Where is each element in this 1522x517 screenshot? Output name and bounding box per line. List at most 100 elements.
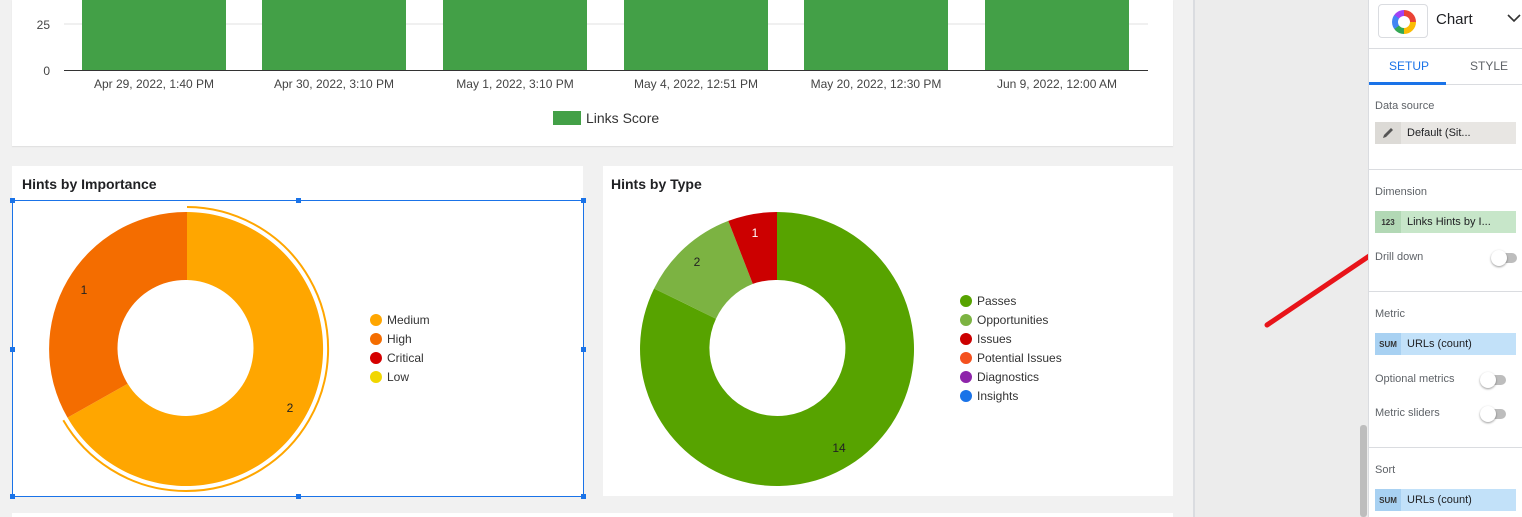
bar-apr30 — [262, 0, 406, 70]
panel-header: Chart — [1369, 0, 1522, 48]
type-legend: Passes Opportunities Issues Potential Is… — [960, 291, 1062, 405]
bar-may20 — [804, 0, 948, 70]
metric-name: URLs (count) — [1407, 338, 1472, 350]
chart-type-label: Chart — [1436, 11, 1473, 28]
optional-metrics-toggle[interactable] — [1480, 372, 1506, 388]
sort-aggregation-badge: SUM — [1375, 489, 1401, 511]
slice-highlight-ring — [62, 206, 330, 492]
dimension-name: Links Hints by I... — [1407, 216, 1491, 228]
x-tick-label: Jun 9, 2022, 12:00 AM — [997, 77, 1117, 91]
metric-aggregation-badge: SUM — [1375, 333, 1401, 355]
pencil-icon[interactable] — [1375, 122, 1401, 144]
divider — [1369, 169, 1522, 170]
active-tab-indicator — [1369, 82, 1446, 85]
metric-sliders-toggle[interactable] — [1480, 406, 1506, 422]
data-label-high: 1 — [81, 283, 88, 297]
legend-label: Low — [387, 369, 410, 384]
slice-passes[interactable] — [640, 212, 915, 486]
next-card-edge — [12, 513, 1173, 517]
data-source-chip[interactable]: Default (Sit... — [1375, 122, 1516, 144]
report-canvas: 25 0 Apr 29, 2022, 1:40 PM Apr 30, 2022,… — [0, 0, 1193, 517]
slice-high[interactable] — [49, 211, 187, 418]
legend-item-passes[interactable]: Passes — [960, 291, 1062, 310]
legend-dot — [960, 351, 972, 364]
legend-dot — [960, 370, 972, 383]
divider — [1369, 291, 1522, 292]
legend-dot — [370, 313, 382, 326]
legend-item-medium[interactable]: Medium — [370, 310, 430, 329]
legend-label: Insights — [977, 388, 1019, 403]
sort-field-name: URLs (count) — [1407, 494, 1472, 506]
legend-dot — [370, 351, 382, 364]
drill-down-toggle[interactable] — [1491, 250, 1517, 266]
slice-opportunities[interactable] — [654, 220, 753, 319]
slice-issues[interactable] — [728, 211, 777, 284]
card-title: Hints by Importance — [22, 176, 157, 192]
metric-sliders-label: Metric sliders — [1375, 407, 1440, 419]
data-source-label: Data source — [1375, 100, 1435, 112]
legend-swatch-links-score — [553, 111, 581, 125]
legend-label: Critical — [387, 350, 424, 365]
workspace-gutter — [1195, 0, 1368, 517]
slice-medium[interactable] — [67, 212, 324, 486]
divider — [1369, 447, 1522, 448]
x-tick-label: Apr 30, 2022, 3:10 PM — [274, 77, 394, 91]
vertical-scrollbar[interactable] — [1360, 425, 1367, 517]
legend-dot — [960, 294, 972, 307]
legend-item-issues[interactable]: Issues — [960, 329, 1062, 348]
data-label-opportunities: 2 — [694, 255, 701, 269]
chevron-down-icon[interactable] — [1507, 13, 1521, 23]
metric-label: Metric — [1375, 308, 1405, 320]
legend-dot — [960, 332, 972, 345]
x-tick-label: May 4, 2022, 12:51 PM — [634, 77, 758, 91]
legend-item-insights[interactable]: Insights — [960, 386, 1062, 405]
sort-chip[interactable]: SUM URLs (count) — [1375, 489, 1516, 511]
data-label-medium: 2 — [287, 401, 294, 415]
legend-item-high[interactable]: High — [370, 329, 430, 348]
bar-chart-svg: 25 0 Apr 29, 2022, 1:40 PM Apr 30, 2022,… — [37, 0, 1148, 126]
metric-chip[interactable]: SUM URLs (count) — [1375, 333, 1516, 355]
legend-dot — [370, 332, 382, 345]
legend-label: Opportunities — [977, 312, 1049, 327]
legend-item-potential-issues[interactable]: Potential Issues — [960, 348, 1062, 367]
y-tick-25: 25 — [37, 18, 51, 32]
legend-dot — [370, 370, 382, 383]
legend-label: Passes — [977, 293, 1017, 308]
legend-label: Issues — [977, 331, 1012, 346]
x-tick-label: May 1, 2022, 3:10 PM — [456, 77, 573, 91]
optional-metrics-label: Optional metrics — [1375, 373, 1455, 385]
type-donut[interactable]: 1 2 14 — [0, 0, 1193, 517]
legend-label: High — [387, 331, 412, 346]
y-tick-0: 0 — [43, 64, 50, 78]
panel-tabs: SETUP STYLE — [1369, 48, 1522, 85]
legend-item-opportunities[interactable]: Opportunities — [960, 310, 1062, 329]
links-score-chart[interactable]: 25 0 Apr 29, 2022, 1:40 PM Apr 30, 2022,… — [12, 0, 1173, 146]
legend-dot — [960, 313, 972, 326]
legend-label-links-score: Links Score — [586, 110, 659, 126]
sort-label: Sort — [1375, 464, 1396, 476]
legend-item-low[interactable]: Low — [370, 367, 430, 386]
data-source-name: Default (Sit... — [1407, 127, 1471, 139]
properties-panel: Chart SETUP STYLE Data source Default (S… — [1368, 0, 1522, 517]
legend-label: Potential Issues — [977, 350, 1062, 365]
legend-label: Medium — [387, 312, 430, 327]
bar-may1 — [443, 0, 587, 70]
bar-apr29 — [82, 0, 226, 70]
x-tick-label: Apr 29, 2022, 1:40 PM — [94, 77, 214, 91]
importance-legend: Medium High Critical Low — [370, 310, 430, 386]
card-title: Hints by Type — [611, 176, 702, 192]
donut-chart-icon — [1392, 10, 1416, 34]
canvas-border — [1193, 0, 1195, 517]
bar-jun9 — [985, 0, 1129, 70]
legend-item-diagnostics[interactable]: Diagnostics — [960, 367, 1062, 386]
dimension-chip[interactable]: 123 Links Hints by I... — [1375, 211, 1516, 233]
tab-setup[interactable]: SETUP — [1389, 59, 1430, 73]
legend-item-critical[interactable]: Critical — [370, 348, 430, 367]
bar-may4 — [624, 0, 768, 70]
x-tick-label: May 20, 2022, 12:30 PM — [811, 77, 942, 91]
tab-style[interactable]: STYLE — [1470, 59, 1509, 73]
chart-type-button[interactable] — [1378, 4, 1428, 38]
legend-dot — [960, 389, 972, 402]
importance-donut[interactable]: 1 2 — [0, 0, 1193, 517]
legend-label: Diagnostics — [977, 369, 1040, 384]
